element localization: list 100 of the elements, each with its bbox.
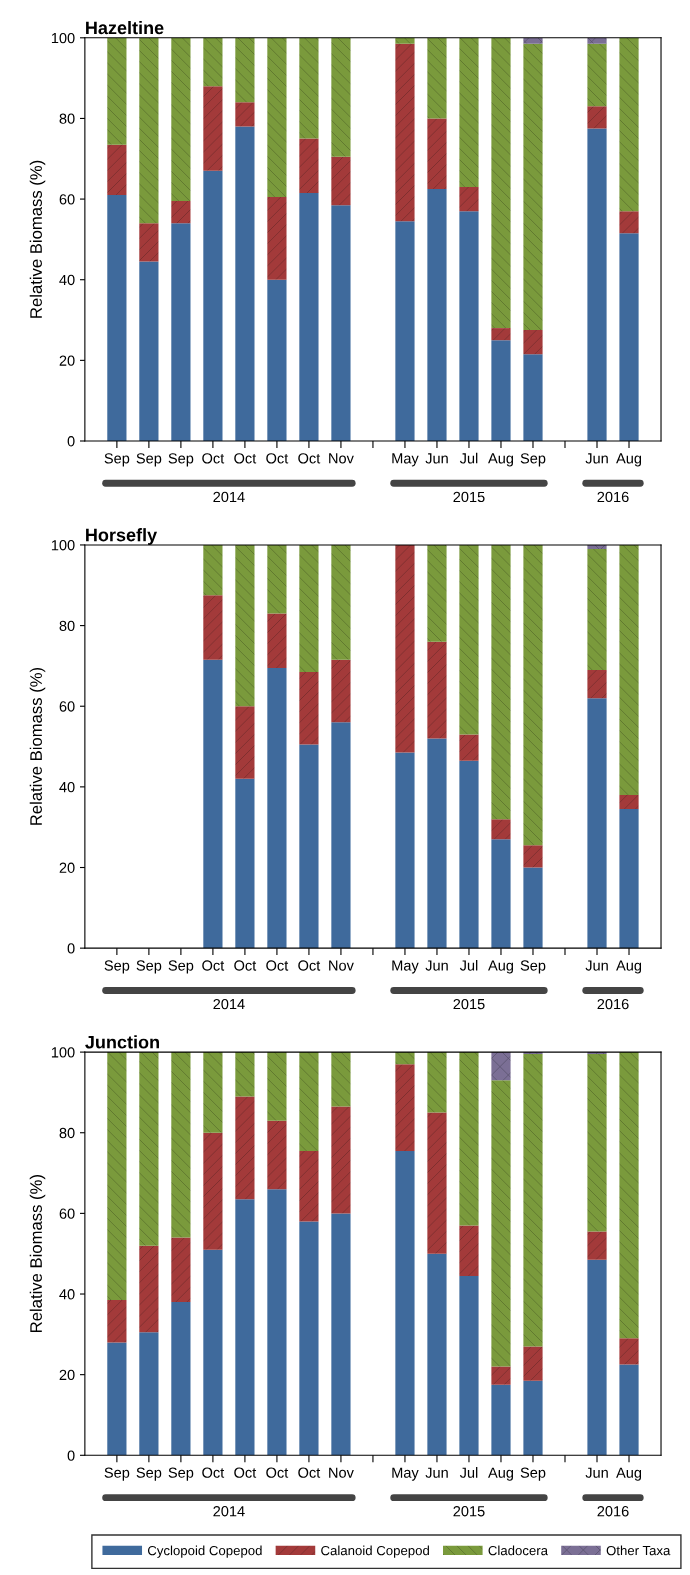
bar bbox=[619, 1338, 639, 1365]
bar bbox=[171, 1237, 191, 1303]
bar bbox=[587, 1231, 607, 1260]
text: 2015 bbox=[453, 998, 485, 1010]
bar bbox=[395, 1052, 415, 1065]
chart-title: Horsefly bbox=[86, 528, 158, 545]
x-tick-label: Aug bbox=[616, 960, 642, 974]
x-tick-label: Sep bbox=[104, 453, 130, 467]
bar bbox=[587, 37, 607, 44]
bar bbox=[491, 544, 511, 820]
x-tick-label: Sep bbox=[104, 960, 130, 974]
bar bbox=[523, 354, 543, 441]
bar bbox=[491, 1080, 511, 1367]
x-tick-label: Sep bbox=[520, 960, 546, 974]
y-tick-label: 20 bbox=[59, 862, 75, 873]
bar bbox=[491, 1384, 511, 1456]
bar bbox=[459, 37, 479, 187]
bar bbox=[267, 1120, 287, 1190]
bar bbox=[235, 1052, 255, 1097]
bar bbox=[331, 722, 351, 949]
bar bbox=[139, 1052, 159, 1246]
text: 2015 bbox=[453, 491, 485, 503]
bar bbox=[139, 37, 159, 224]
text: 2016 bbox=[597, 1506, 629, 1517]
x-tick-label: Sep bbox=[136, 960, 162, 974]
bar bbox=[395, 43, 415, 222]
x-tick-label: Sep bbox=[168, 960, 194, 974]
bar bbox=[331, 156, 351, 206]
bar bbox=[491, 328, 511, 341]
bar bbox=[267, 197, 287, 280]
bar bbox=[235, 778, 255, 949]
bar bbox=[523, 867, 543, 949]
bar bbox=[203, 37, 223, 87]
bar bbox=[427, 37, 447, 119]
x-tick-label: Oct bbox=[234, 453, 257, 464]
x-tick-label: May bbox=[392, 1467, 419, 1481]
bar bbox=[235, 126, 255, 441]
bar bbox=[331, 205, 351, 441]
y-tick-label: 100 bbox=[51, 540, 75, 551]
bar bbox=[235, 102, 255, 127]
bar bbox=[459, 211, 479, 441]
bar bbox=[203, 1052, 223, 1133]
bar bbox=[459, 186, 479, 212]
x-tick-label: Oct bbox=[298, 453, 321, 464]
bar bbox=[299, 138, 319, 194]
legend-label: Other Taxa bbox=[606, 1545, 671, 1556]
bar bbox=[619, 1364, 639, 1456]
y-tick-label: 80 bbox=[59, 620, 75, 632]
bar bbox=[331, 544, 351, 660]
bar bbox=[299, 744, 319, 949]
bar bbox=[139, 1332, 159, 1456]
y-tick-label: 60 bbox=[59, 194, 75, 205]
x-tick-label: Nov bbox=[329, 960, 354, 971]
bar bbox=[587, 1054, 607, 1232]
bar bbox=[587, 106, 607, 129]
bar bbox=[619, 1052, 639, 1339]
x-tick-label: Aug bbox=[488, 960, 514, 974]
legend-label: Cyclopoid Copepod bbox=[147, 1545, 262, 1558]
text: 2015 bbox=[453, 1506, 485, 1517]
bar bbox=[491, 340, 511, 441]
y-tick-label: 0 bbox=[67, 1450, 75, 1461]
bar bbox=[523, 1380, 543, 1456]
y-tick-label: 60 bbox=[59, 701, 75, 712]
bar bbox=[107, 1052, 127, 1301]
bar bbox=[587, 669, 607, 699]
bar bbox=[203, 595, 223, 660]
bar bbox=[267, 667, 287, 949]
bar bbox=[427, 641, 447, 739]
y-tick-label: 20 bbox=[59, 355, 75, 366]
x-tick-label: May bbox=[392, 960, 419, 974]
text: 2014 bbox=[213, 491, 245, 503]
x-tick-label: Aug bbox=[616, 1467, 642, 1481]
bar bbox=[235, 544, 255, 707]
x-tick-label: Sep bbox=[136, 453, 162, 467]
bar bbox=[619, 233, 639, 441]
bar bbox=[267, 1189, 287, 1456]
text: 2016 bbox=[597, 491, 629, 503]
x-tick-label: Jun bbox=[425, 453, 448, 464]
x-tick-label: Aug bbox=[488, 453, 514, 467]
bar bbox=[299, 1150, 319, 1222]
bar bbox=[587, 43, 607, 107]
x-tick-label: Aug bbox=[488, 1467, 514, 1481]
bar bbox=[491, 1052, 511, 1081]
x-tick-label: Sep bbox=[168, 1467, 194, 1481]
bar bbox=[523, 544, 543, 846]
x-tick-label: Aug bbox=[616, 453, 642, 467]
bar bbox=[331, 37, 351, 157]
x-tick-label: Sep bbox=[520, 453, 546, 467]
x-tick-label: Oct bbox=[234, 960, 257, 971]
bar bbox=[331, 1213, 351, 1456]
bar bbox=[171, 1302, 191, 1456]
bar bbox=[459, 1225, 479, 1276]
bar bbox=[587, 698, 607, 949]
bar bbox=[395, 1064, 415, 1151]
bar bbox=[491, 839, 511, 949]
bar bbox=[459, 1052, 479, 1226]
x-tick-label: Nov bbox=[329, 1467, 354, 1478]
text: 2014 bbox=[213, 1506, 245, 1517]
x-tick-label: Oct bbox=[266, 960, 289, 971]
x-tick-label: Jul bbox=[459, 452, 478, 464]
